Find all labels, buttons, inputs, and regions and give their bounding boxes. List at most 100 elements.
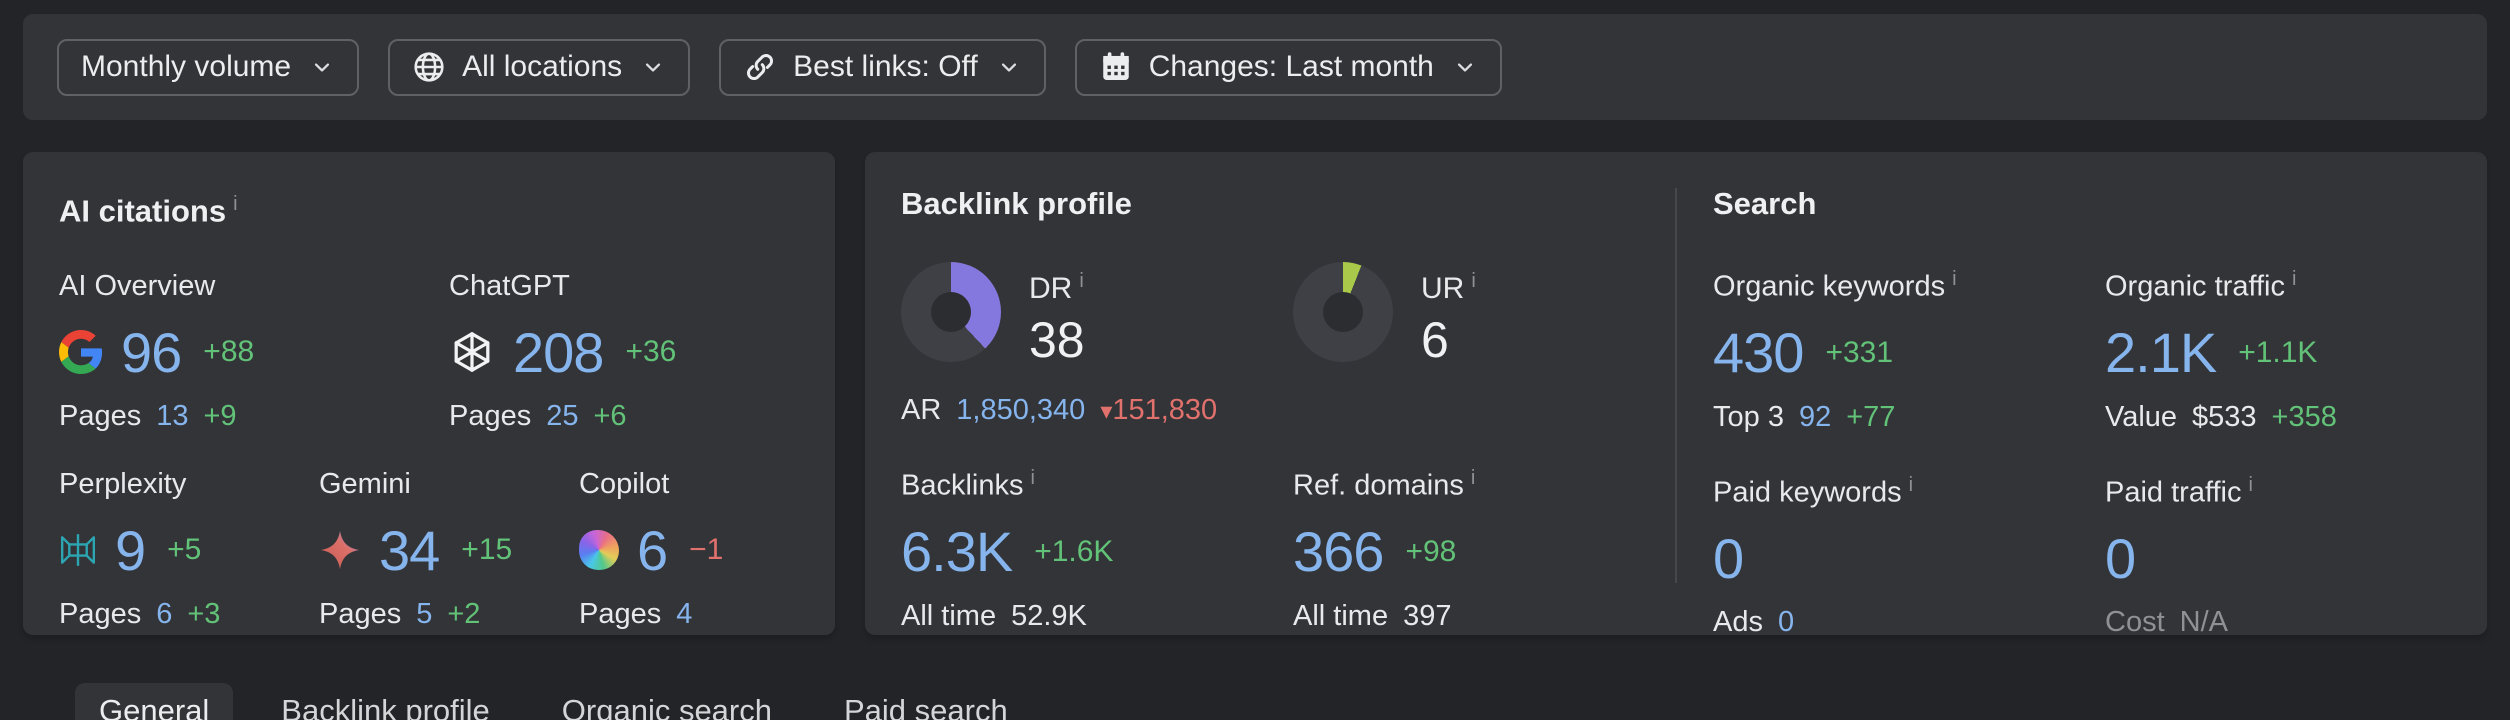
pages-delta: +3 [187,598,221,631]
ai-overview-delta: +88 [203,335,255,369]
monthly-volume-filter-label: Monthly volume [81,50,292,83]
pages-value[interactable]: 25 [546,400,579,433]
backlinks-delta: +1.6K [1034,534,1114,568]
info-icon[interactable]: i [1470,467,1476,489]
info-icon[interactable]: i [233,193,238,215]
chatgpt-delta: +36 [625,335,677,369]
ref-domains-delta: +98 [1405,534,1457,568]
info-icon[interactable]: i [1908,473,1914,496]
tab-organic-search[interactable]: Organic search [561,693,772,720]
gemini-icon [319,529,361,571]
tab-general[interactable]: General [75,683,234,720]
tab-backlink-profile[interactable]: Backlink profile [281,693,490,720]
metric-gemini: Gemini 34 +15 Pages 5 +2 [319,467,579,631]
perplexity-label: Perplexity [59,468,187,501]
dr-label: DR i [1029,270,1084,305]
pages-label: Pages [319,598,402,631]
metric-backlinks: Backlinks i 6.3K +1.6K All time 52.9K [901,461,1293,633]
link-icon [747,53,774,81]
filters-toolbar: Monthly volume All locations Best links:… [23,14,2487,120]
locations-filter-label: All locations [462,50,623,83]
top3-label: Top 3 [1713,400,1784,433]
ar-value[interactable]: 1,850,340 [956,394,1086,426]
backlink-profile-section: Backlink profile DR i 38 UR i 6 [865,186,1675,632]
pages-value[interactable]: 13 [156,400,189,433]
ref-domains-value[interactable]: 366 [1293,520,1384,584]
organic-traffic-value[interactable]: 2.1K [2105,321,2217,385]
traffic-value-amount: $533 [2192,400,2257,433]
report-tabs: General Backlink profile Organic search … [75,683,2487,720]
traffic-value-delta: +358 [2271,400,2337,433]
cost-value: N/A [2179,606,2228,639]
info-icon[interactable]: i [1079,270,1084,292]
ur-donut-gauge [1293,262,1393,362]
ai-overview-value[interactable]: 96 [121,320,182,384]
gemini-value[interactable]: 34 [379,518,440,582]
pages-value[interactable]: 5 [416,598,433,631]
organic-keywords-value[interactable]: 430 [1713,321,1804,385]
metrics-cards-row: AI citations i AI Overview 96 +88 Pages 1… [23,152,2487,638]
changes-period-filter-button[interactable]: Changes: Last month [1074,38,1502,96]
copilot-value[interactable]: 6 [637,518,668,582]
ads-value[interactable]: 0 [1777,606,1795,639]
pages-label: Pages [579,598,662,631]
info-icon[interactable]: i [2291,268,2297,290]
paid-traffic-value[interactable]: 0 [2105,526,2136,590]
metric-organic-traffic: Organic traffic i 2.1K +1.1K Value $533 +… [2105,262,2337,434]
ur-label: UR i [1421,270,1476,305]
info-icon[interactable]: i [2248,473,2253,496]
ur-value: 6 [1421,312,1449,368]
metric-paid-traffic: Paid traffic i 0 Cost N/A [2105,468,2253,640]
info-icon[interactable]: i [1030,467,1035,489]
chevron-down-icon [1001,63,1016,72]
organic-traffic-delta: +1.1K [2238,335,2318,369]
section-divider [1675,188,1677,583]
best-links-filter-label: Best links: Off [793,50,978,83]
perplexity-delta: +5 [167,533,202,567]
paid-keywords-label: Paid keywords i [1713,473,1914,509]
chatgpt-value[interactable]: 208 [513,320,604,384]
monthly-volume-filter-button[interactable]: Monthly volume [57,38,360,96]
tab-paid-search[interactable]: Paid search [844,693,1008,720]
globe-icon [414,52,444,82]
metric-organic-keywords: Organic keywords i 430 +331 Top 3 92 +77 [1713,262,2105,434]
info-icon[interactable]: i [1952,268,1957,290]
search-section: Search Organic keywords i 430 +331 Top 3 … [1677,186,2487,638]
paid-keywords-value[interactable]: 0 [1713,526,1744,590]
ai-citations-card: AI citations i AI Overview 96 +88 Pages 1… [23,152,835,635]
pages-delta: +2 [447,598,481,631]
gemini-delta: +15 [461,533,513,567]
ai-overview-label: AI Overview [59,270,216,303]
chatgpt-label: ChatGPT [449,270,570,303]
perplexity-value[interactable]: 9 [115,518,146,582]
metric-chatgpt: ChatGPT 208 +36 Pages 25 +6 [449,269,676,433]
metric-ref-domains: Ref. domains i 366 +98 All time 397 [1293,461,1475,633]
metric-domain-rating: DR i 38 [901,262,1293,368]
info-icon[interactable]: i [1471,270,1476,292]
ref-domains-label: Ref. domains i [1293,467,1476,502]
triangle-down-icon: ▾ [1100,398,1113,425]
pages-value[interactable]: 6 [156,598,173,631]
top3-delta: +77 [1846,400,1896,433]
copilot-label: Copilot [579,468,670,501]
pages-delta: +9 [203,400,237,433]
chevron-down-icon [646,63,661,72]
ahrefs-rank-line: AR 1,850,340 ▾151,830 [901,394,1639,427]
top3-value[interactable]: 92 [1798,400,1832,433]
backlink-search-card: Backlink profile DR i 38 UR i 6 [865,152,2487,638]
ads-label: Ads [1713,606,1763,639]
dr-value: 38 [1029,312,1085,368]
chevron-down-icon [1457,63,1472,72]
ai-citations-title: AI citations i [59,193,238,229]
alltime-label: All time [901,599,997,632]
metric-paid-keywords: Paid keywords i 0 Ads 0 [1713,468,2105,640]
metric-url-rating: UR i 6 [1293,262,1476,368]
backlinks-value[interactable]: 6.3K [901,520,1013,584]
locations-filter-button[interactable]: All locations [388,38,691,96]
backlinks-label: Backlinks i [901,467,1035,502]
pages-value[interactable]: 4 [676,598,693,631]
ar-label: AR [901,394,942,426]
organic-keywords-label: Organic keywords i [1713,268,1957,303]
best-links-filter-button[interactable]: Best links: Off [719,38,1046,96]
